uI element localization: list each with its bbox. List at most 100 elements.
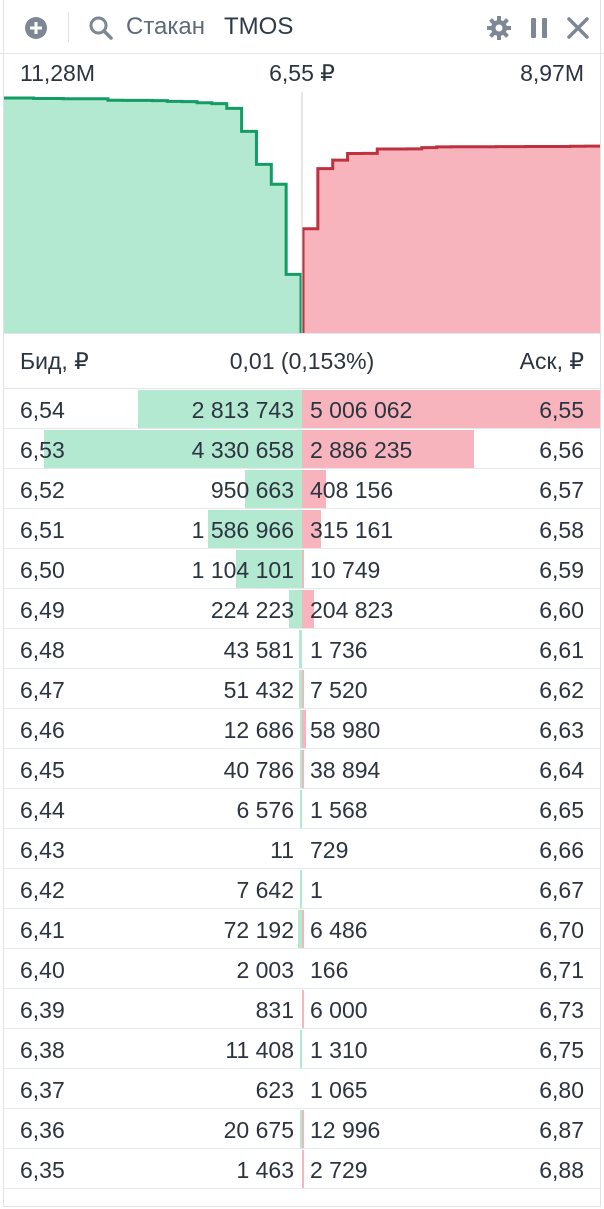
order-book-row[interactable]: 6,37 623 1 065 6,80 <box>4 1069 600 1109</box>
order-book-row[interactable]: 6,52 950 663 408 156 6,57 <box>4 469 600 509</box>
order-book-row[interactable]: 6,40 2 003 166 6,71 <box>4 949 600 989</box>
bid-price: 6,45 <box>20 757 65 783</box>
bid-price: 6,50 <box>20 557 65 583</box>
ask-price: 6,88 <box>539 1157 584 1183</box>
bid-price: 6,47 <box>20 677 65 703</box>
bid-volume-bar <box>299 750 302 788</box>
ask-price: 6,59 <box>539 557 584 583</box>
bid-volume: 1 586 966 <box>191 517 294 543</box>
bid-volume: 12 686 <box>223 717 294 743</box>
bid-volume-bar <box>43 430 302 468</box>
ask-price: 6,65 <box>539 797 584 823</box>
bid-price: 6,52 <box>20 477 65 503</box>
ask-total: 8,97M <box>520 60 584 86</box>
order-book-row[interactable]: 6,35 1 463 2 729 6,88 <box>4 1149 600 1189</box>
bid-volume: 1 463 <box>236 1157 294 1183</box>
ask-volume: 315 161 <box>310 517 394 543</box>
depth-chart <box>4 92 600 333</box>
search-icon[interactable] <box>88 15 114 41</box>
bid-volume-bar <box>297 910 302 948</box>
bid-price: 6,36 <box>20 1117 65 1143</box>
order-book-row[interactable]: 6,53 4 330 658 2 886 235 6,56 <box>4 429 600 469</box>
bid-price: 6,46 <box>20 717 65 743</box>
ask-price: 6,87 <box>539 1117 584 1143</box>
order-book-row[interactable]: 6,41 72 192 6 486 6,70 <box>4 909 600 949</box>
bid-volume-bar <box>207 510 302 548</box>
pause-icon[interactable] <box>528 16 550 40</box>
bid-volume-bar <box>300 1030 302 1068</box>
bid-volume-bar <box>288 590 302 628</box>
order-book-row[interactable]: 6,49 224 223 204 823 6,60 <box>4 589 600 629</box>
bid-volume: 51 432 <box>223 677 294 703</box>
bid-volume: 2 003 <box>236 957 294 983</box>
depth-summary: 11,28M 6,55 ₽ 8,97M <box>0 54 604 92</box>
bid-price: 6,49 <box>20 597 65 623</box>
order-book-row[interactable]: 6,50 1 104 101 10 749 6,59 <box>4 549 600 589</box>
ask-volume: 729 <box>310 837 349 863</box>
ask-volume: 10 749 <box>310 557 381 583</box>
ask-volume-bar <box>302 750 305 788</box>
add-icon[interactable] <box>24 16 48 40</box>
ask-price: 6,73 <box>539 997 584 1023</box>
ask-price: 6,70 <box>539 917 584 943</box>
order-book-row[interactable]: 6,43 11 729 6,66 <box>4 829 600 869</box>
close-icon[interactable] <box>566 16 590 40</box>
bid-volume-bar <box>300 870 302 908</box>
bid-volume: 40 786 <box>223 757 294 783</box>
ask-volume: 58 980 <box>310 717 381 743</box>
spread-value: 0,01 (0,153%) <box>229 348 375 374</box>
ask-volume-bar <box>302 910 304 948</box>
bid-volume: 20 675 <box>223 1117 294 1143</box>
order-book: 6,54 2 813 743 5 006 062 6,55 6,53 4 330 658 2… <box>4 389 600 1189</box>
bid-depth-area <box>4 98 301 333</box>
column-header-row: Бид, ₽ 0,01 (0,153%) Аск, ₽ <box>4 333 600 389</box>
ask-volume: 204 823 <box>310 597 394 623</box>
bid-volume: 224 223 <box>210 597 294 623</box>
bid-volume: 2 813 743 <box>191 397 294 423</box>
ask-volume: 7 520 <box>310 677 368 703</box>
ask-volume-bar <box>302 710 306 748</box>
bid-price: 6,35 <box>20 1157 65 1183</box>
order-book-row[interactable]: 6,47 51 432 7 520 6,62 <box>4 669 600 709</box>
widget-title: Стакан <box>126 13 206 40</box>
ask-price: 6,62 <box>539 677 584 703</box>
gear-icon[interactable] <box>486 15 512 41</box>
ask-price: 6,57 <box>539 477 584 503</box>
ask-volume: 6 000 <box>310 997 368 1023</box>
bid-price: 6,51 <box>20 517 65 543</box>
ask-price: 6,75 <box>539 1037 584 1063</box>
bid-depth-line <box>4 96 303 333</box>
order-book-row[interactable]: 6,36 20 675 12 996 6,87 <box>4 1109 600 1149</box>
order-book-row[interactable]: 6,44 6 576 1 568 6,65 <box>4 789 600 829</box>
bid-price: 6,39 <box>20 997 65 1023</box>
order-book-row[interactable]: 6,48 43 581 1 736 6,61 <box>4 629 600 669</box>
order-book-row[interactable]: 6,45 40 786 38 894 6,64 <box>4 749 600 789</box>
ask-volume-bar <box>302 1150 304 1188</box>
ask-price: 6,55 <box>539 397 584 423</box>
bid-volume-bar <box>299 630 302 668</box>
ask-price: 6,66 <box>539 837 584 863</box>
ask-volume: 1 065 <box>310 1077 368 1103</box>
order-book-row[interactable]: 6,46 12 686 58 980 6,63 <box>4 709 600 749</box>
bid-price: 6,40 <box>20 957 65 983</box>
ask-price: 6,67 <box>539 877 584 903</box>
ask-volume: 12 996 <box>310 1117 381 1143</box>
order-book-row[interactable]: 6,39 831 6 000 6,73 <box>4 989 600 1029</box>
order-book-row[interactable]: 6,38 11 408 1 310 6,75 <box>4 1029 600 1069</box>
ask-price: 6,64 <box>539 757 584 783</box>
order-book-row[interactable]: 6,51 1 586 966 315 161 6,58 <box>4 509 600 549</box>
order-book-row[interactable]: 6,42 7 642 1 6,67 <box>4 869 600 909</box>
ask-volume: 1 568 <box>310 797 368 823</box>
header-divider <box>68 12 69 42</box>
ticker-label[interactable]: TMOS <box>224 13 294 40</box>
order-book-row[interactable]: 6,54 2 813 743 5 006 062 6,55 <box>4 389 600 429</box>
widget-header: Стакан TMOS <box>0 0 604 54</box>
bid-price: 6,42 <box>20 877 65 903</box>
bid-volume: 11 <box>270 837 294 863</box>
bid-volume-bar <box>300 790 302 828</box>
ask-price: 6,71 <box>539 957 584 983</box>
ask-volume-bar <box>302 670 304 708</box>
ask-volume-bar <box>302 550 304 588</box>
ask-volume: 1 736 <box>310 637 368 663</box>
widget-frame <box>3 0 601 1207</box>
